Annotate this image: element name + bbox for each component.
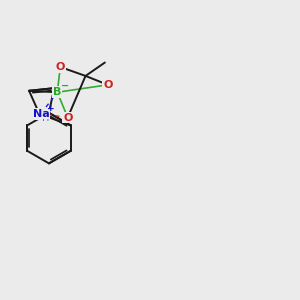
Text: O: O bbox=[63, 112, 72, 122]
Text: O: O bbox=[56, 62, 65, 72]
Text: +: + bbox=[47, 104, 54, 113]
Text: N: N bbox=[33, 109, 43, 119]
Text: O: O bbox=[103, 80, 112, 90]
Text: −: − bbox=[61, 81, 69, 91]
Text: Na: Na bbox=[33, 109, 49, 119]
Text: B: B bbox=[53, 87, 61, 97]
Text: H: H bbox=[42, 113, 50, 123]
